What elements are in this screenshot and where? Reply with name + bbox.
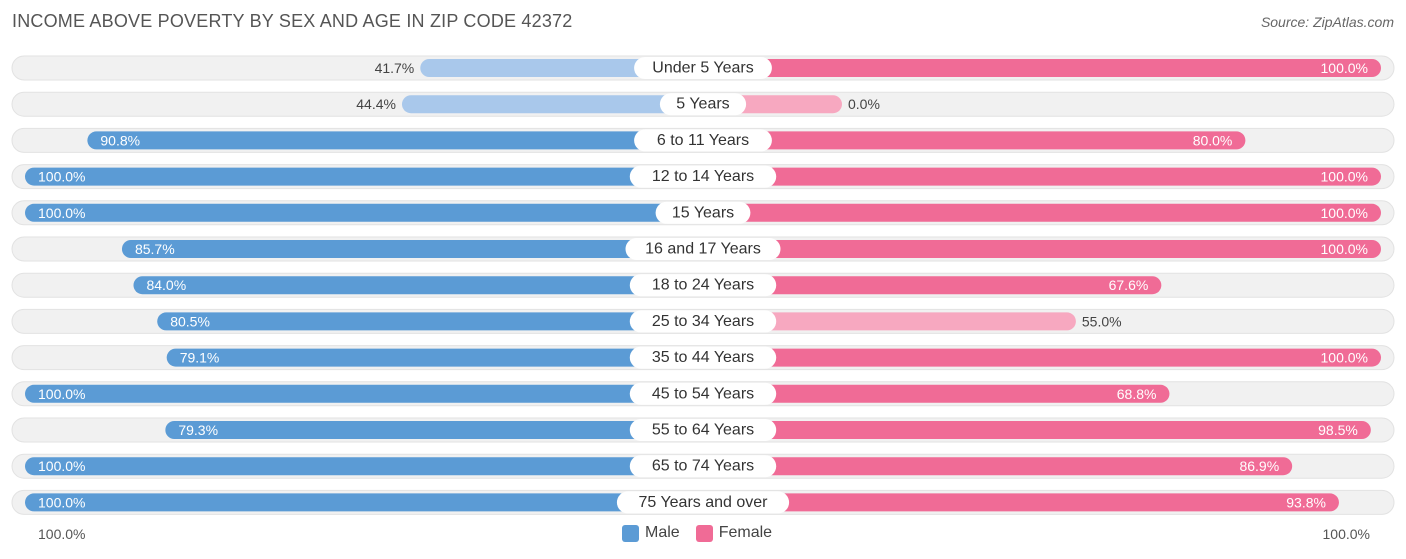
axis-label-left: 100.0% — [38, 526, 86, 542]
bar-female — [703, 203, 1381, 222]
category-label: 35 to 44 Years — [652, 349, 754, 366]
value-label-male: 100.0% — [38, 386, 85, 402]
chart-svg: 41.7% 100.0% Under 5 Years 44.4% 0.0% 5 Years… — [11, 55, 1395, 515]
value-label-female: 55.0% — [1082, 313, 1122, 329]
bar-female — [703, 348, 1381, 367]
bar-male — [87, 131, 704, 150]
category-pill — [629, 419, 777, 441]
category-pill — [625, 238, 781, 260]
bar-female — [703, 457, 1293, 476]
category-label: Under 5 Years — [652, 60, 753, 77]
value-label-female: 67.6% — [1109, 277, 1149, 293]
category-pill — [634, 129, 772, 152]
category-pill — [629, 346, 777, 369]
category-label: 15 Years — [672, 204, 734, 221]
category-pill — [629, 165, 777, 188]
value-label-male: 100.0% — [38, 169, 85, 185]
category-pill — [629, 455, 777, 478]
bar-female — [703, 131, 1246, 150]
bar-female — [703, 493, 1339, 512]
category-label: 18 to 24 Years — [652, 277, 754, 294]
bar-male — [25, 203, 703, 222]
bar-male — [25, 493, 703, 512]
bar-male — [157, 312, 703, 331]
bar-female — [703, 240, 1381, 258]
legend-label-male: Male — [645, 524, 680, 541]
bar-male — [25, 167, 703, 186]
category-label: 75 Years and over — [639, 494, 769, 511]
category-label: 16 and 17 Years — [645, 241, 761, 258]
value-label-male: 85.7% — [135, 241, 175, 257]
category-pill — [659, 93, 747, 116]
value-label-male: 79.3% — [178, 422, 218, 438]
bar-male — [401, 95, 703, 114]
value-label-male: 80.5% — [170, 313, 210, 329]
category-label: 5 Years — [676, 96, 729, 113]
category-label: 6 to 11 Years — [657, 132, 749, 149]
bar-male — [420, 59, 703, 77]
category-label: 65 to 74 Years — [652, 458, 754, 475]
category-pill — [629, 274, 777, 297]
category-label: 25 to 34 Years — [652, 313, 754, 330]
value-label-female: 100.0% — [1321, 241, 1368, 257]
category-label: 55 to 64 Years — [652, 422, 754, 439]
value-label-female: 100.0% — [1321, 350, 1368, 366]
legend-label-female: Female — [718, 524, 773, 541]
value-label-male: 41.7% — [375, 60, 415, 76]
bar-female — [703, 59, 1381, 77]
value-label-male: 79.1% — [180, 350, 220, 366]
value-label-male: 100.0% — [38, 205, 85, 221]
category-label: 45 to 54 Years — [652, 385, 754, 402]
chart-title: INCOME ABOVE POVERTY BY SEX AND AGE IN Z… — [12, 11, 573, 31]
category-pill — [629, 310, 777, 333]
bar-female — [703, 276, 1162, 295]
value-label-female: 68.8% — [1117, 386, 1157, 402]
value-label-male: 90.8% — [100, 132, 140, 148]
value-label-female: 98.5% — [1318, 422, 1358, 438]
bar-male — [166, 348, 703, 367]
legend-item-male: Male — [622, 524, 680, 542]
value-label-female: 100.0% — [1321, 60, 1368, 76]
value-label-female: 80.0% — [1193, 132, 1233, 148]
value-label-female: 100.0% — [1321, 205, 1368, 221]
value-label-male: 100.0% — [38, 494, 85, 510]
value-label-male: 44.4% — [356, 96, 396, 112]
value-label-female: 86.9% — [1239, 458, 1279, 474]
source-credit: Source: ZipAtlas.com — [1260, 14, 1394, 30]
category-pill — [634, 57, 772, 79]
value-label-male: 100.0% — [38, 458, 85, 474]
value-label-male: 84.0% — [146, 277, 186, 293]
legend-item-female: Female — [695, 524, 773, 542]
legend: Male Female — [622, 524, 788, 542]
bar-male — [133, 276, 704, 295]
category-pill — [629, 382, 777, 405]
category-pill — [616, 491, 790, 514]
category-label: 12 to 14 Years — [652, 168, 754, 185]
legend-swatch-female — [695, 524, 713, 542]
bar-female — [703, 312, 1076, 331]
bar-male — [165, 421, 703, 439]
value-label-female: 93.8% — [1286, 494, 1326, 510]
axis-label-right: 100.0% — [1322, 526, 1370, 542]
bar-male — [121, 240, 704, 258]
value-label-female: 0.0% — [848, 96, 880, 112]
bar-male — [25, 457, 703, 476]
bar-male — [25, 384, 703, 403]
bar-female — [703, 384, 1170, 403]
legend-swatch-male — [622, 524, 639, 542]
bar-female — [703, 421, 1371, 439]
bar-female — [703, 167, 1381, 186]
value-label-female: 100.0% — [1321, 169, 1368, 185]
category-pill — [655, 201, 751, 224]
